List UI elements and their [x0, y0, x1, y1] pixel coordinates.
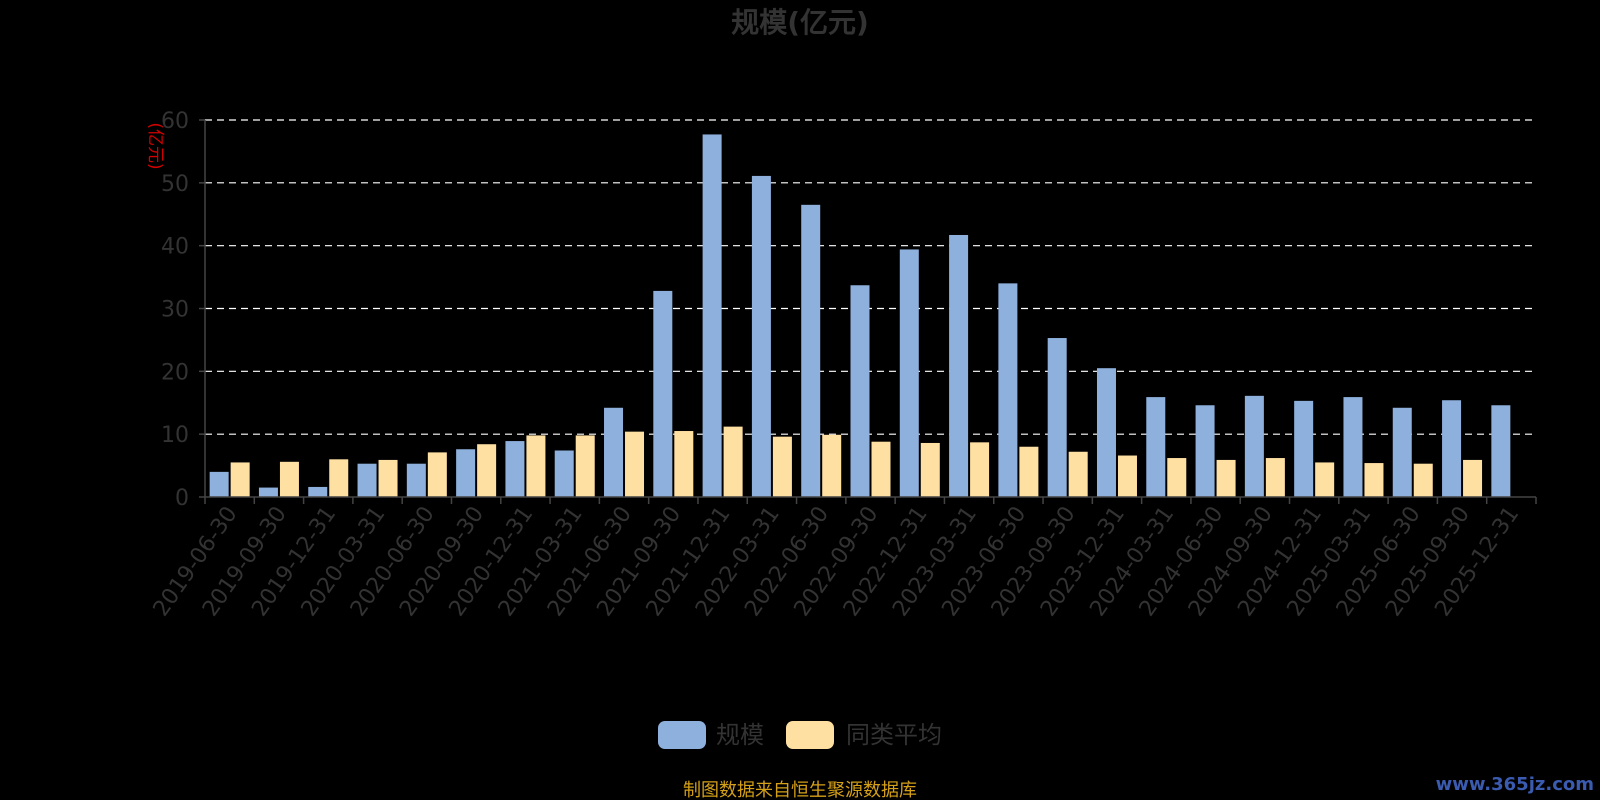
bar-peer-average[interactable] [279, 461, 299, 497]
y-axis-unit: (亿元) [145, 122, 165, 169]
bar-peer-average[interactable] [1117, 455, 1137, 497]
bar-scale[interactable] [1392, 407, 1412, 497]
bar-scale[interactable] [899, 249, 919, 497]
bar-peer-average[interactable] [970, 442, 990, 497]
bar-peer-average[interactable] [1463, 459, 1483, 497]
bar-peer-average[interactable] [329, 459, 349, 497]
bar-scale[interactable] [653, 290, 673, 497]
bar-peer-average[interactable] [772, 436, 792, 497]
bar-scale[interactable] [308, 486, 328, 497]
bar-scale[interactable] [998, 283, 1018, 497]
grid-layer [205, 119, 1536, 435]
legend-swatch-peer-average[interactable] [786, 721, 834, 749]
bar-peer-average[interactable] [1068, 451, 1088, 497]
bar-peer-average[interactable] [871, 441, 891, 497]
bar-peer-average[interactable] [1019, 446, 1039, 497]
y-axis: 0 10 20 30 40 50 60 [161, 109, 206, 511]
bar-scale[interactable] [1294, 400, 1314, 497]
bars [209, 134, 1511, 498]
bar-scale[interactable] [850, 285, 870, 497]
bar-scale[interactable] [702, 134, 722, 497]
bar-peer-average[interactable] [526, 435, 546, 497]
bar-scale[interactable] [604, 407, 624, 497]
bar-scale[interactable] [1047, 338, 1067, 497]
legend-label-peer-average[interactable]: 同类平均 [846, 721, 942, 749]
bar-scale[interactable] [751, 175, 771, 497]
bar-peer-average[interactable] [427, 452, 447, 497]
bar-scale[interactable] [456, 449, 476, 497]
bar-scale[interactable] [1195, 405, 1215, 497]
y-tick-label: 40 [161, 235, 189, 260]
y-tick-label: 20 [161, 360, 189, 385]
bar-peer-average[interactable] [230, 462, 250, 497]
legend-label-scale[interactable]: 规模 [716, 721, 764, 749]
bar-scale[interactable] [505, 441, 525, 497]
bar-peer-average[interactable] [378, 459, 398, 497]
bar-peer-average[interactable] [625, 431, 645, 497]
legend-swatch-scale[interactable] [658, 721, 706, 749]
watermark: www.365jz.com [1436, 774, 1594, 795]
y-tick-label: 0 [175, 486, 189, 511]
x-axis: 2019-06-302019-09-302019-12-312020-03-31… [149, 496, 1537, 621]
bar-scale[interactable] [209, 471, 229, 497]
chart-title: 规模(亿元) [731, 6, 869, 39]
bar-peer-average[interactable] [674, 431, 694, 497]
bar-scale[interactable] [258, 487, 278, 497]
bar-peer-average[interactable] [1315, 462, 1335, 497]
y-tick-label: 60 [161, 109, 189, 134]
bar-scale[interactable] [554, 450, 574, 497]
bar-peer-average[interactable] [920, 442, 940, 497]
bar-scale[interactable] [1244, 395, 1264, 497]
data-source-note: 制图数据来自恒生聚源数据库 [683, 780, 917, 800]
bar-peer-average[interactable] [822, 434, 842, 497]
bar-peer-average[interactable] [1364, 463, 1384, 497]
bar-scale[interactable] [1146, 397, 1166, 497]
bar-scale[interactable] [1491, 405, 1511, 497]
bar-peer-average[interactable] [1216, 459, 1236, 497]
bar-peer-average[interactable] [575, 435, 595, 497]
y-tick-label: 30 [161, 298, 189, 323]
bar-peer-average[interactable] [1167, 458, 1187, 497]
bar-scale[interactable] [1343, 397, 1363, 497]
bar-peer-average[interactable] [477, 444, 497, 497]
bar-scale[interactable] [801, 204, 821, 497]
bar-scale[interactable] [949, 234, 969, 498]
bar-peer-average[interactable] [1265, 458, 1285, 497]
bar-peer-average[interactable] [723, 426, 743, 497]
bar-scale[interactable] [357, 463, 377, 497]
bar-scale[interactable] [406, 463, 426, 497]
bar-peer-average[interactable] [1413, 463, 1433, 497]
bar-scale[interactable] [1096, 368, 1116, 497]
y-tick-label: 50 [161, 172, 189, 197]
legend[interactable]: 规模 同类平均 [658, 721, 942, 749]
bar-scale[interactable] [1442, 400, 1462, 497]
y-tick-label: 10 [161, 423, 189, 448]
